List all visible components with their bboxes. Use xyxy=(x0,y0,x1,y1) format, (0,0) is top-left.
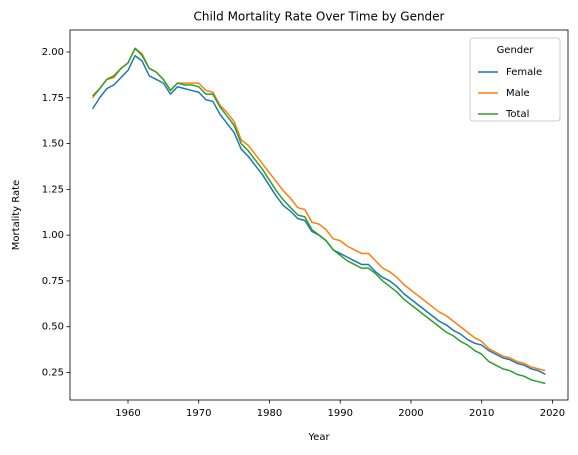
x-tick-label: 2020 xyxy=(540,408,565,419)
y-tick-label: 1.50 xyxy=(42,139,64,150)
legend-box xyxy=(469,37,561,122)
legend-label: Total xyxy=(505,109,529,120)
x-tick-label: 1990 xyxy=(327,408,352,419)
chart-title: Child Mortality Rate Over Time by Gender xyxy=(193,10,444,24)
y-tick-label: 0.50 xyxy=(42,322,64,333)
y-tick-label: 1.75 xyxy=(42,93,64,104)
x-tick-label: 2000 xyxy=(398,408,423,419)
y-tick-label: 2.00 xyxy=(42,47,64,58)
y-tick-label: 1.25 xyxy=(42,184,64,195)
x-tick-label: 1980 xyxy=(257,408,282,419)
y-tick-label: 0.75 xyxy=(42,276,64,287)
y-tick-label: 0.25 xyxy=(42,368,64,379)
plot-frame xyxy=(69,29,569,401)
x-tick-label: 2010 xyxy=(469,408,494,419)
legend-title: Gender xyxy=(497,45,535,56)
y-axis-label: Mortality Rate xyxy=(11,180,22,250)
x-axis-label: Year xyxy=(307,432,330,443)
x-tick-label: 1960 xyxy=(115,408,140,419)
y-tick-label: 1.00 xyxy=(42,230,64,241)
line-series xyxy=(92,47,546,385)
legend-label: Male xyxy=(506,88,530,99)
x-tick-label: 1970 xyxy=(186,408,211,419)
legend-label: Female xyxy=(506,67,542,78)
